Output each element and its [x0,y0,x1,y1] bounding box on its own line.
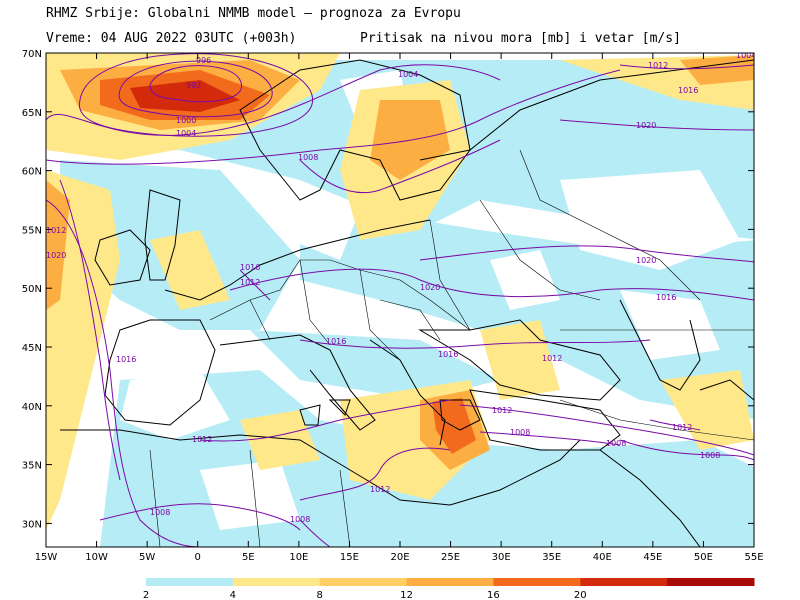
lat-label: 60N [22,167,42,178]
colorbar-label: 4 [230,590,236,600]
latitude-axis: 70N 65N 60N 55N 50N 45N 40N 35N 30N [22,49,754,530]
isobar-label: 1016 [116,355,136,364]
colorbar-segment [232,578,321,586]
lat-label: 35N [22,461,42,472]
lon-label: 5E [242,552,255,563]
lat-label: 45N [22,343,42,354]
isobar-label: 1004 [398,70,418,79]
lon-label: 55E [744,552,763,563]
isobar-label: 1008 [290,515,310,524]
country-borders [149,149,754,547]
isobar-label: 996 [196,56,211,65]
wind-speed-colorbar: 2 4 8 12 16 20 [143,578,755,600]
isobar-label: 1000 [176,116,196,125]
isobar-label: 1008 [150,508,170,517]
colorbar-label: 2 [143,590,149,600]
colorbar-segment [406,578,494,586]
isobar-label: 1012 [672,423,692,432]
isobar-label: 1016 [326,337,346,346]
isobar-label: 992 [186,81,201,90]
isobar-label: 1020 [420,283,440,292]
lon-label: 10W [85,552,108,563]
isobar-label: 1016 [438,350,458,359]
lon-label: 30E [492,552,511,563]
isobar-label: 1020 [46,251,66,260]
lat-label: 30N [22,519,42,530]
colorbar-segment [667,578,755,586]
lon-label: 50E [694,552,713,563]
lon-label: 40E [593,552,612,563]
lon-label: 0 [195,552,201,563]
longitude-axis: 15W 10W 5W 0 5E 10E 15E 20E 25E 30E 35E 40E 45E 50E 55… [35,53,764,563]
lon-label: 10E [289,552,308,563]
isobar-label: 1012 [192,435,212,444]
calm-areas [120,70,740,530]
isobar-label: 1012 [492,406,512,415]
isobar-label: 1016 [240,263,260,272]
isobar-label: 1020 [636,121,656,130]
isobar-label: 1012 [46,226,66,235]
coastlines [60,59,754,547]
isobar-label: 1008 [510,428,530,437]
lat-label: 50N [22,284,42,295]
colorbar-segment [319,578,408,586]
colorbar-label: 12 [400,590,413,600]
isobars [46,53,754,547]
isobar-labels: 996 992 1000 1004 1004 1008 1012 1016 10… [46,51,756,524]
colorbar-label: 16 [487,590,500,600]
wind-core-low [130,80,240,112]
lon-label: 20E [390,552,409,563]
lat-label: 65N [22,108,42,119]
isobar-label: 1008 [606,439,626,448]
colorbar-label: 8 [317,590,323,600]
forecast-time: Vreme: 04 AUG 2022 03UTC (+003h) [46,31,297,46]
isobar-label: 1016 [656,293,676,302]
isobar-label: 1004 [176,129,196,138]
lat-label: 40N [22,402,42,413]
isobar-label: 1016 [678,86,698,95]
isobar-label: 1012 [240,278,260,287]
lon-label: 15W [35,552,58,563]
lat-label: 55N [22,225,42,236]
colorbar-segment [146,578,234,586]
lon-label: 45E [643,552,662,563]
isobar-label: 1008 [700,451,720,460]
field-description: Pritisak na nivou mora [mb] i vetar [m/s… [360,31,681,46]
lon-label: 35E [542,552,561,563]
colorbar-segment [580,578,668,586]
isobar-label: 1012 [370,485,390,494]
map-area: 996 992 1000 1004 1004 1008 1012 1016 10… [46,51,756,547]
lon-label: 25E [441,552,460,563]
colorbar-label: 20 [574,590,587,600]
lat-label: 70N [22,49,42,60]
isobar-label: 1012 [542,354,562,363]
map-title: RHMZ Srbije: Globalni NMMB model — progn… [46,6,461,21]
lon-label: 15E [340,552,359,563]
isobar-label: 1020 [636,256,656,265]
isobar-label: 1012 [648,61,668,70]
colorbar-segment [493,578,581,586]
lon-label: 5W [139,552,155,563]
isobar-label: 1008 [298,153,318,162]
isobar-label: 1004 [736,51,756,60]
